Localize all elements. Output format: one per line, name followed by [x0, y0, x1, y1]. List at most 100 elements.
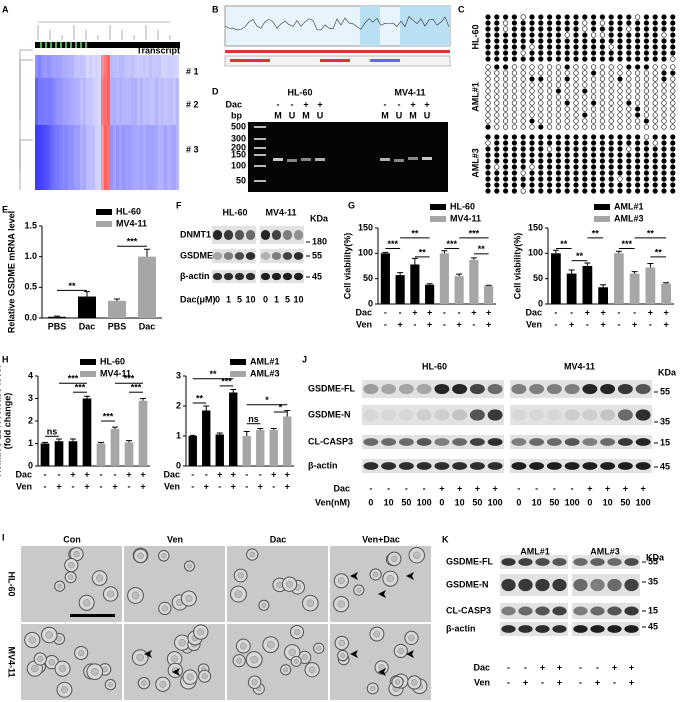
heatmap-cell [134, 78, 138, 125]
heatmap-cell [80, 78, 84, 125]
cpg-site [599, 82, 606, 88]
cpg-site [634, 188, 641, 194]
blot-band [546, 383, 562, 395]
cpg-site [538, 118, 544, 124]
marker-label: 180 [312, 236, 327, 246]
blot-band [452, 383, 468, 395]
cell-nucleus [137, 552, 144, 560]
cpg-site [564, 118, 570, 124]
error-bar [84, 395, 90, 399]
heatmap-cell [113, 125, 117, 190]
cpg-site [608, 76, 614, 82]
cpg-site [529, 88, 535, 94]
cpg-site [511, 32, 518, 38]
cpg-site [652, 44, 658, 50]
blot-band [617, 409, 633, 421]
cpg-site [617, 44, 623, 50]
dac-sign: + [410, 99, 415, 109]
cpg-site [564, 56, 570, 62]
cell-nucleus [68, 561, 75, 569]
cpg-site [573, 26, 579, 32]
heatmap-cell [38, 78, 42, 125]
bar [48, 316, 66, 318]
cpg-site [485, 106, 491, 112]
cpg-site [617, 158, 623, 164]
cpg-site [599, 14, 606, 20]
dose: 5 [285, 294, 290, 304]
blot-band [381, 438, 397, 446]
cpg-site [617, 20, 623, 26]
cpg-site [626, 94, 632, 100]
cpg-site [538, 20, 544, 26]
cpg-site [670, 182, 676, 188]
cpg-site [511, 70, 518, 76]
cpg-site [590, 38, 597, 44]
cpg-site [617, 170, 623, 176]
ven-sign: - [507, 677, 510, 687]
cpg-site [538, 64, 544, 70]
condition-sign: + [569, 319, 574, 329]
cpg-site [590, 182, 597, 188]
cpg-site [564, 100, 570, 106]
cpg-site [608, 82, 614, 88]
cpg-site [520, 176, 526, 182]
cpg-site [511, 118, 518, 124]
condition-sign: + [231, 481, 236, 491]
blot-band [234, 252, 245, 260]
cpg-site [573, 70, 579, 76]
condition-sign: + [217, 469, 222, 479]
dac-sign: + [475, 483, 480, 493]
cpg-site [529, 94, 535, 100]
dac-sign: - [277, 99, 280, 109]
cell-nucleus [337, 600, 345, 608]
cpg-site [520, 134, 526, 140]
cpg-site [626, 134, 632, 140]
cell-nucleus [286, 580, 294, 588]
blot-band [546, 438, 562, 446]
cpg-site [538, 112, 544, 118]
heatmap-cell [77, 125, 81, 190]
blot-band [573, 578, 588, 592]
cpg-site [573, 14, 579, 20]
cpg-site [634, 70, 641, 76]
condition-sign: + [600, 307, 605, 317]
cpg-site [661, 26, 667, 32]
cpg-site [643, 94, 650, 100]
legend-swatch [230, 359, 246, 365]
cpg-site [626, 38, 632, 44]
error-bar [270, 428, 277, 430]
cpg-site [529, 140, 535, 146]
cpg-site [652, 70, 658, 76]
cell-nucleus [57, 583, 63, 589]
panel-label: I [2, 532, 5, 542]
cpg-site [626, 164, 632, 170]
cpg-site [670, 50, 676, 56]
cpg-site [661, 94, 667, 100]
condition-sign: + [112, 481, 117, 491]
cpg-site [511, 82, 518, 88]
condition-sign: - [44, 469, 47, 479]
panel-label: G [348, 200, 355, 210]
gel-band [315, 158, 325, 161]
cpg-site [643, 44, 650, 50]
lane-label: U [289, 110, 296, 120]
cpg-site [520, 44, 526, 50]
error-bar [441, 250, 448, 254]
dac-sign: + [303, 99, 308, 109]
cpg-site [590, 64, 597, 70]
panel-label: J [302, 354, 307, 364]
cpg-site [582, 118, 588, 124]
cell-nucleus [60, 686, 69, 694]
cell-nucleus [136, 653, 144, 662]
cpg-site [608, 94, 614, 100]
cpg-site [485, 94, 491, 100]
heatmap-cell [170, 125, 174, 190]
heatmap-cell [155, 78, 159, 125]
dac-sign: - [553, 483, 556, 493]
cpg-site [608, 70, 614, 76]
cpg-site [538, 158, 544, 164]
blot-band [635, 383, 651, 395]
ven-dose: 0 [439, 497, 444, 507]
bar [215, 434, 224, 466]
cpg-site [503, 176, 509, 182]
